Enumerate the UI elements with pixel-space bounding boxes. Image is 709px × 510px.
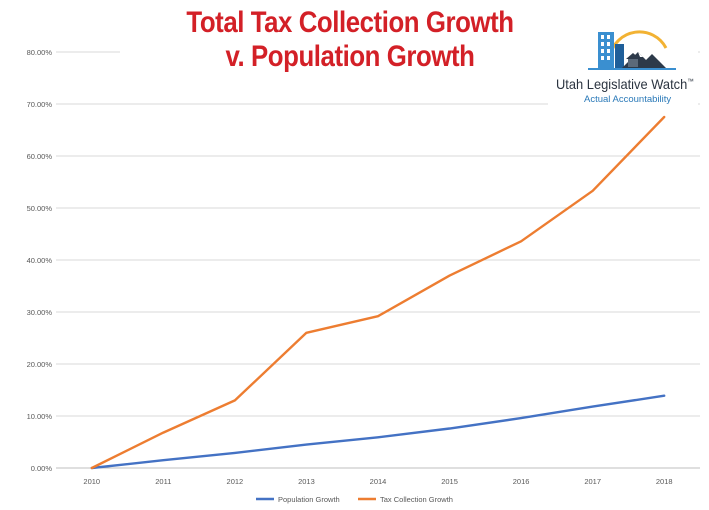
chart-title: Total Tax Collection Growth v. Populatio… bbox=[120, 6, 580, 74]
data-point bbox=[234, 399, 236, 402]
data-point bbox=[377, 436, 379, 439]
building-skyline-mountain-icon bbox=[588, 30, 676, 70]
legend-label: Population Growth bbox=[278, 495, 340, 504]
x-tick-label: 2015 bbox=[441, 477, 458, 486]
y-tick-label: 0.00% bbox=[31, 464, 53, 473]
gridlines bbox=[56, 51, 700, 417]
x-tick-label: 2016 bbox=[513, 477, 530, 486]
y-tick-label: 40.00% bbox=[27, 256, 53, 265]
y-tick-label: 60.00% bbox=[27, 152, 53, 161]
legend-label: Tax Collection Growth bbox=[380, 495, 453, 504]
x-tick-label: 2018 bbox=[656, 477, 673, 486]
x-axis-ticks: 2010 2011 2012 2013 2014 2015 2016 2017 2018 bbox=[83, 477, 672, 486]
y-tick-label: 10.00% bbox=[27, 412, 53, 421]
data-point bbox=[234, 452, 236, 454]
data-point bbox=[162, 431, 165, 434]
chart-title-line-2: v. Population Growth bbox=[225, 40, 475, 73]
data-point bbox=[91, 467, 93, 469]
y-tick-label: 80.00% bbox=[27, 48, 53, 57]
data-point bbox=[305, 332, 308, 334]
y-tick-label: 30.00% bbox=[27, 308, 53, 317]
logo: Utah Legislative Watch™ Actual Accountab… bbox=[548, 22, 698, 114]
y-tick-label: 20.00% bbox=[27, 360, 53, 369]
y-axis-ticks: 0.00% 10.00% 20.00% 30.00% 40.00% 50.00% 60.00… bbox=[27, 48, 53, 473]
data-point bbox=[448, 427, 451, 430]
y-tick-label: 50.00% bbox=[27, 204, 53, 213]
data-point bbox=[520, 417, 522, 419]
x-tick-label: 2012 bbox=[227, 477, 244, 486]
data-point bbox=[448, 274, 451, 277]
data-point bbox=[305, 443, 308, 446]
x-tick-label: 2010 bbox=[83, 477, 100, 486]
x-tick-label: 2017 bbox=[584, 477, 601, 486]
logo-name: Utah Legislative Watch™ bbox=[556, 76, 694, 92]
data-point bbox=[663, 394, 665, 397]
series-lines bbox=[90, 115, 666, 470]
data-point bbox=[377, 315, 379, 318]
x-tick-label: 2011 bbox=[155, 477, 171, 486]
series-line-population-growth bbox=[90, 394, 666, 470]
data-point bbox=[663, 116, 665, 118]
y-tick-label: 70.00% bbox=[27, 100, 53, 109]
series-line-tax-collection-growth bbox=[90, 115, 666, 470]
logo-tagline: Actual Accountability bbox=[584, 94, 672, 105]
data-point bbox=[162, 459, 165, 462]
data-point bbox=[520, 240, 522, 243]
legend: Population Growth Tax Collection Growth bbox=[256, 495, 453, 504]
chart-title-line-1: Total Tax Collection Growth bbox=[186, 6, 514, 39]
data-point bbox=[591, 190, 594, 192]
data-point bbox=[591, 405, 594, 408]
x-tick-label: 2014 bbox=[370, 477, 387, 486]
x-tick-label: 2013 bbox=[298, 477, 315, 486]
